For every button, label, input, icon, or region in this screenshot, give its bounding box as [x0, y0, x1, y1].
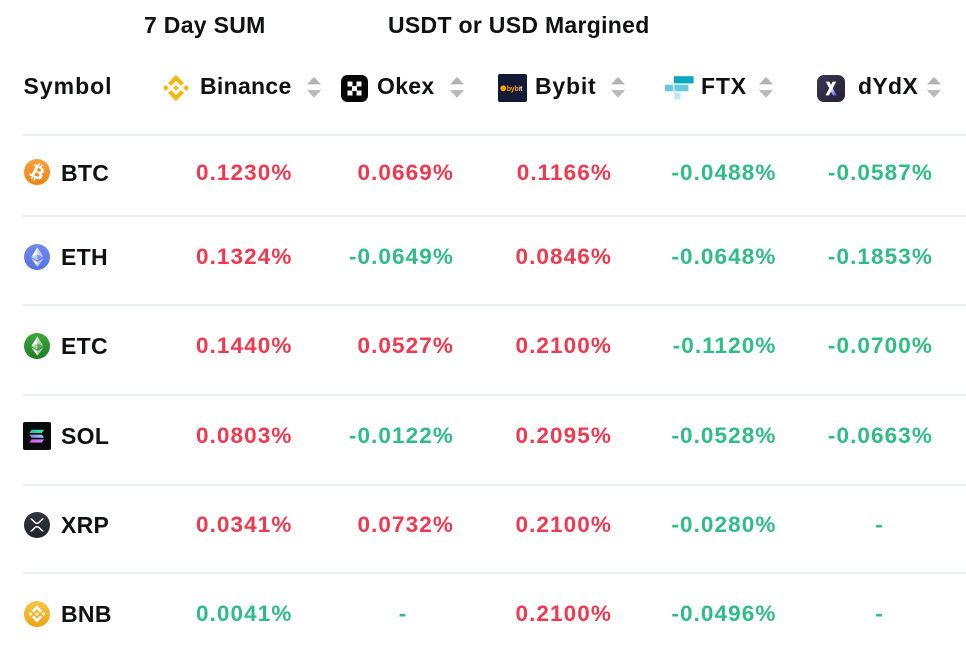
svg-text:bybit: bybit [507, 86, 523, 93]
